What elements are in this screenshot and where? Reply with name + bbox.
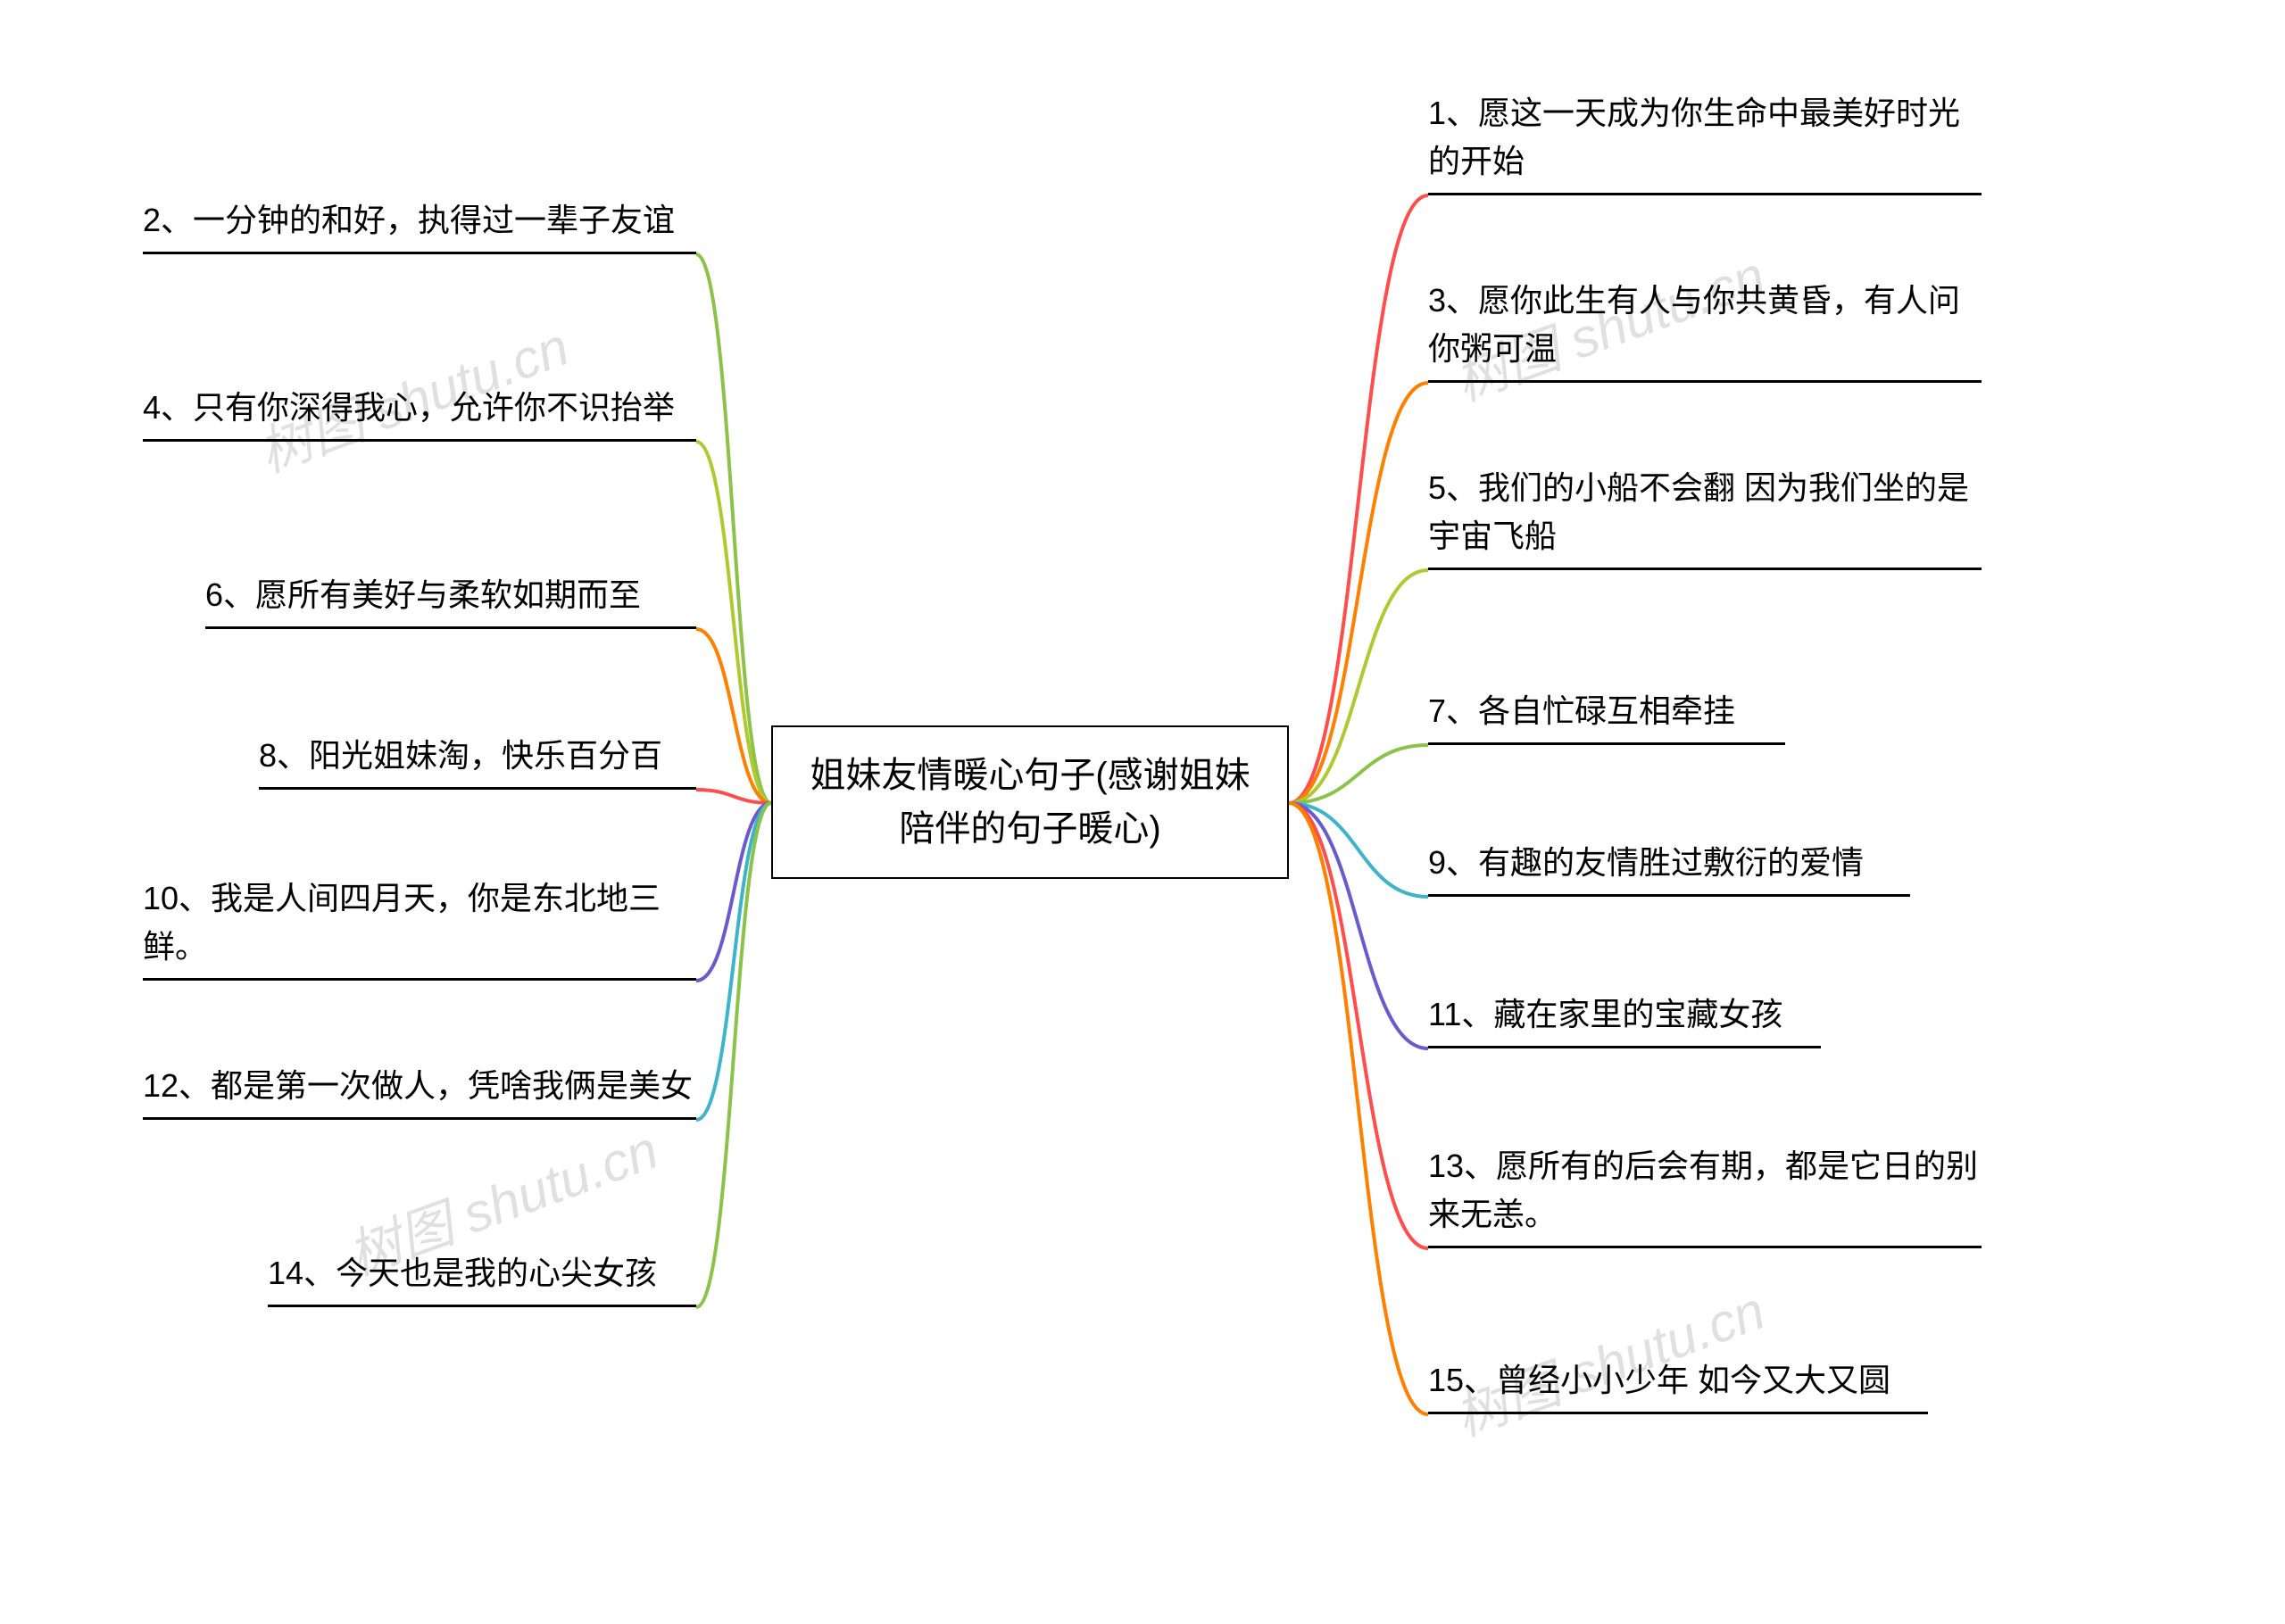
mindmap-canvas: 姐妹友情暖心句子(感谢姐妹陪伴的句子暖心) 2、一分钟的和好，执得过一辈子友谊 4… <box>0 0 2285 1624</box>
leaf-node-left-n6: 6、愿所有美好与柔软如期而至 <box>205 571 696 629</box>
leaf-node-right-n13: 13、愿所有的后会有期，都是它日的别来无恙。 <box>1428 1142 1982 1248</box>
connector-line <box>1289 570 1428 803</box>
connector-line <box>696 803 771 1120</box>
leaf-node-right-n15: 15、曾经小小少年 如今又大又圆 <box>1428 1356 1928 1414</box>
leaf-node-left-n8: 8、阳光姐妹淘，快乐百分百 <box>259 732 696 790</box>
leaf-node-right-n11: 11、藏在家里的宝藏女孩 <box>1428 990 1821 1048</box>
connector-line <box>696 442 771 803</box>
leaf-node-left-n12: 12、都是第一次做人，凭啥我俩是美女 <box>143 1062 696 1120</box>
connector-line <box>696 629 771 803</box>
leaf-node-right-n3: 3、愿你此生有人与你共黄昏，有人问你粥可温 <box>1428 277 1982 383</box>
connector-line <box>1289 803 1428 897</box>
connector-line <box>1289 803 1428 1248</box>
leaf-node-left-n14: 14、今天也是我的心尖女孩 <box>268 1249 696 1307</box>
connector-line <box>1289 803 1428 1414</box>
leaf-node-left-n10: 10、我是人间四月天，你是东北地三鲜。 <box>143 874 696 981</box>
connector-line <box>1289 803 1428 1048</box>
connector-line <box>1289 195 1428 803</box>
connector-line <box>1289 745 1428 803</box>
connector-line <box>696 790 771 803</box>
leaf-node-right-n9: 9、有趣的友情胜过敷衍的爱情 <box>1428 839 1910 897</box>
connector-line <box>696 803 771 1307</box>
leaf-node-left-n4: 4、只有你深得我心，允许你不识抬举 <box>143 384 696 442</box>
connector-line <box>1289 383 1428 803</box>
leaf-node-right-n5: 5、我们的小船不会翻 因为我们坐的是宇宙飞船 <box>1428 464 1982 570</box>
connector-line <box>696 803 771 981</box>
center-node: 姐妹友情暖心句子(感谢姐妹陪伴的句子暖心) <box>771 725 1289 879</box>
leaf-node-left-n2: 2、一分钟的和好，执得过一辈子友谊 <box>143 196 696 254</box>
leaf-node-right-n7: 7、各自忙碌互相牵挂 <box>1428 687 1785 745</box>
center-title: 姐妹友情暖心句子(感谢姐妹陪伴的句子暖心) <box>810 756 1250 849</box>
connector-line <box>696 254 771 803</box>
leaf-node-right-n1: 1、愿这一天成为你生命中最美好时光的开始 <box>1428 89 1982 195</box>
